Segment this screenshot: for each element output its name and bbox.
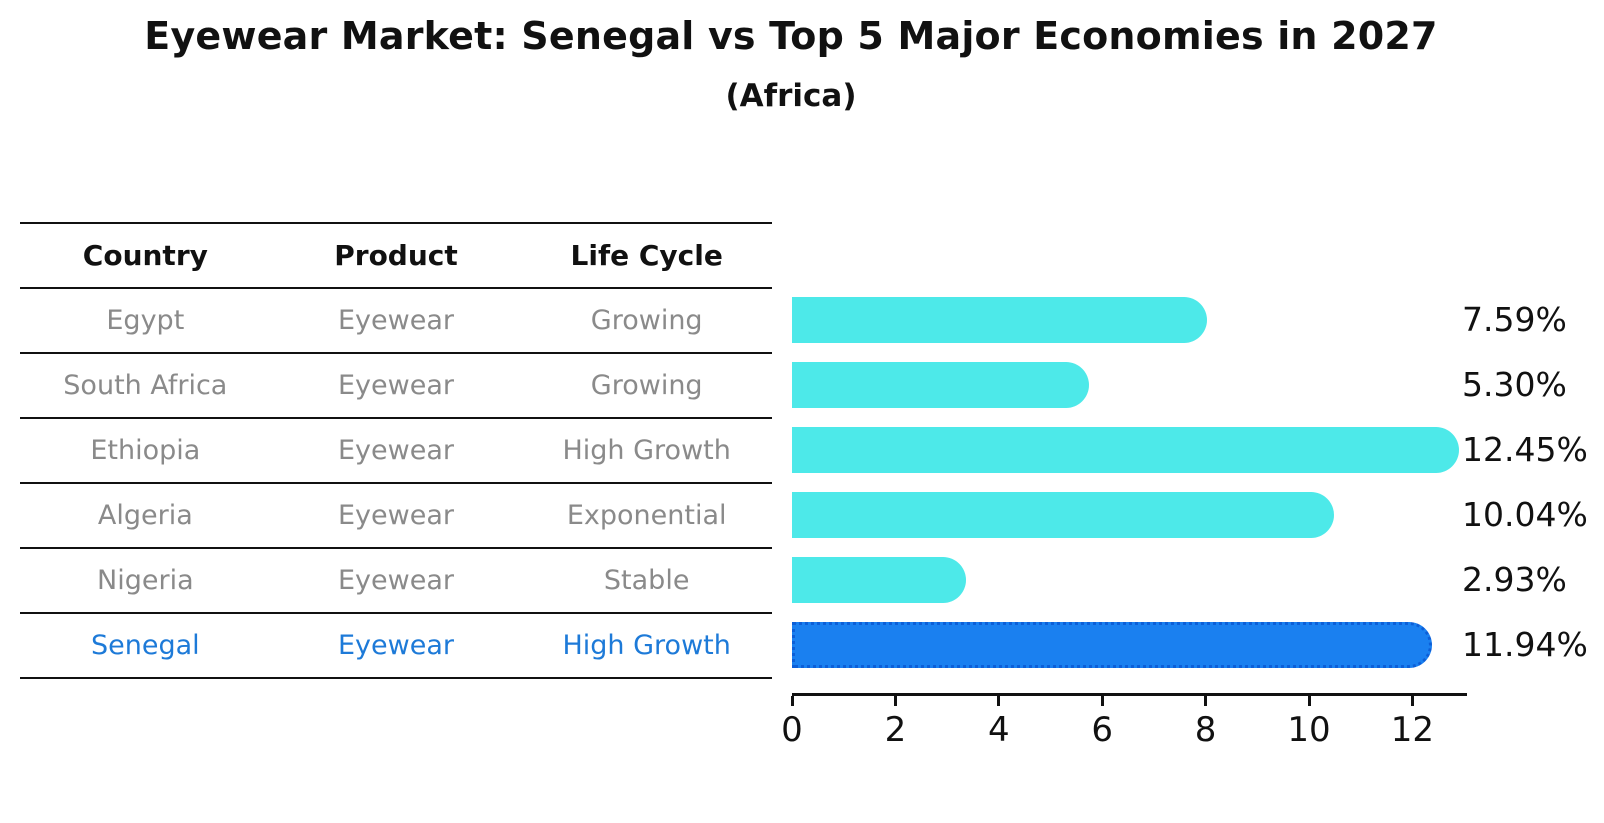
x-axis-tick (997, 696, 1001, 706)
cell-country: Algeria (97, 500, 193, 531)
cell-country: Nigeria (97, 565, 194, 596)
x-axis-tick (1204, 696, 1208, 706)
x-axis-tick-label: 6 (1091, 710, 1113, 750)
cell-life-cycle: Growing (590, 370, 703, 401)
x-axis-tick-label: 10 (1287, 710, 1331, 750)
x-axis-tick (1307, 696, 1311, 706)
value-label: 2.93% (1462, 559, 1567, 599)
x-axis-tick-label: 8 (1194, 710, 1217, 750)
x-axis-tick (1410, 696, 1414, 706)
x-axis-tick (1100, 696, 1104, 706)
x-axis-tick-label: 0 (781, 710, 803, 750)
col-header-life-cycle: Life Cycle (570, 239, 723, 272)
cell-life-cycle: High Growth (562, 435, 731, 466)
chart-subtitle: (Africa) (725, 78, 857, 114)
cell-life-cycle: Growing (590, 305, 703, 336)
value-label: 12.45% (1462, 429, 1588, 469)
cell-country: Senegal (91, 630, 200, 661)
cell-country: Egypt (106, 305, 185, 336)
col-header-country: Country (82, 239, 208, 272)
cell-life-cycle: Exponential (566, 500, 727, 531)
x-axis-tick-label: 12 (1390, 710, 1435, 750)
value-label: 10.04% (1462, 494, 1588, 534)
bar-senegal-highlighted (792, 621, 1433, 668)
table-row: Algeria Eyewear Exponential (20, 482, 772, 547)
x-axis-tick (893, 696, 897, 706)
cell-product: Eyewear (338, 630, 454, 661)
value-label: 11.94% (1462, 624, 1588, 664)
table-row: Egypt Eyewear Growing (20, 287, 772, 352)
table-row: South Africa Eyewear Growing (20, 352, 772, 417)
col-header-product: Product (334, 239, 458, 272)
value-label: 5.30% (1462, 364, 1567, 404)
x-axis-tick-label: 2 (884, 710, 907, 750)
value-label: 7.59% (1462, 299, 1567, 339)
bar-egypt (792, 296, 1208, 343)
cell-product: Eyewear (338, 500, 454, 531)
cell-life-cycle: High Growth (562, 630, 731, 661)
cell-country: Ethiopia (90, 435, 201, 466)
bar-nigeria (792, 556, 967, 603)
bar-ethiopia (792, 426, 1459, 473)
x-axis-tick-label: 4 (987, 710, 1010, 750)
cell-product: Eyewear (338, 565, 454, 596)
cell-product: Eyewear (338, 370, 454, 401)
table-row: Ethiopia Eyewear High Growth (20, 417, 772, 482)
country-table: Country Product Life Cycle Egypt Eyewear… (20, 222, 772, 679)
cell-life-cycle: Stable (603, 565, 690, 596)
table-header-row: Country Product Life Cycle (20, 222, 772, 287)
chart-title: Eyewear Market: Senegal vs Top 5 Major E… (144, 14, 1438, 58)
cell-product: Eyewear (338, 435, 454, 466)
bar-algeria (792, 491, 1335, 538)
table-row-senegal: Senegal Eyewear High Growth (20, 612, 772, 679)
cell-product: Eyewear (338, 305, 454, 336)
x-axis-tick (790, 696, 794, 706)
x-axis-line (792, 693, 1467, 696)
table-row: Nigeria Eyewear Stable (20, 547, 772, 612)
cell-country: South Africa (63, 370, 228, 401)
bar-south-africa (792, 361, 1089, 408)
